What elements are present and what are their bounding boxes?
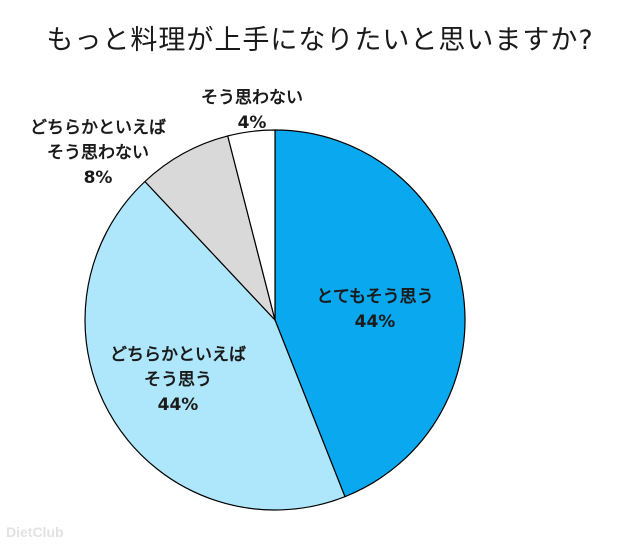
pie-slice-very-much-agree bbox=[274, 129, 466, 498]
chart-title: もっと料理が上手になりたいと思いますか? bbox=[46, 25, 594, 56]
pie-slice-somewhat-disagree bbox=[144, 135, 276, 321]
pie-slice-somewhat-agree bbox=[84, 180, 346, 511]
slice-label-very-much-agree: とてもそう思う 44% bbox=[316, 287, 434, 332]
slice-label-disagree: そう思わない 4% bbox=[201, 88, 303, 133]
watermark: DietClub bbox=[6, 524, 64, 540]
slice-label-somewhat-agree: どちらかといえば そう思う 44% bbox=[110, 345, 246, 415]
pie-slice-disagree bbox=[227, 129, 276, 321]
slice-label-somewhat-disagree: どちらかといえば そう思わない 8% bbox=[30, 118, 166, 188]
